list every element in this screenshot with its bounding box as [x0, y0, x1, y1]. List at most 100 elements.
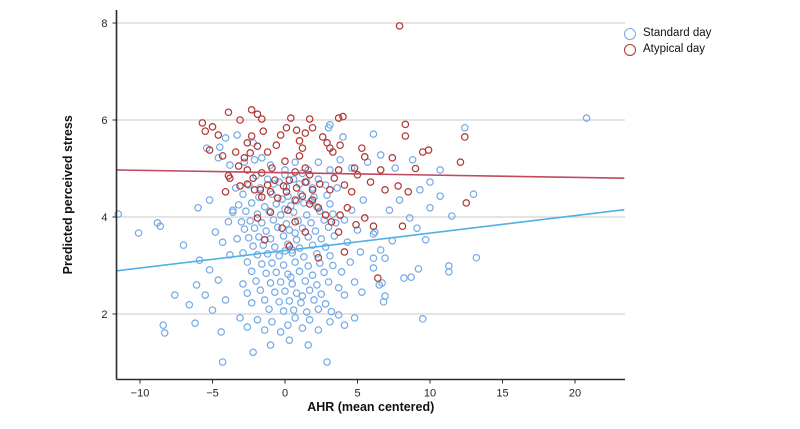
scatter-point-atypical[interactable]	[263, 181, 272, 189]
scatter-point-atypical[interactable]	[334, 114, 343, 122]
scatter-point-standard[interactable]	[313, 281, 321, 289]
scatter-point-standard[interactable]	[276, 211, 285, 219]
scatter-point-atypical[interactable]	[315, 180, 324, 188]
legend-item-atypical-day[interactable]: Atypical day	[624, 42, 711, 57]
scatter-point-atypical[interactable]	[373, 274, 382, 282]
scatter-point-atypical[interactable]	[295, 137, 304, 145]
scatter-point-standard[interactable]	[339, 133, 347, 141]
scatter-point-standard[interactable]	[284, 321, 292, 329]
scatter-point-standard[interactable]	[247, 267, 256, 276]
scatter-point-standard[interactable]	[310, 296, 318, 304]
scatter-point-standard[interactable]	[298, 324, 307, 332]
scatter-point-standard[interactable]	[246, 217, 255, 225]
scatter-point-standard[interactable]	[300, 252, 308, 261]
scatter-point-standard[interactable]	[272, 268, 281, 277]
scatter-point-standard[interactable]	[369, 254, 378, 263]
scatter-point-standard[interactable]	[275, 178, 284, 186]
scatter-point-standard[interactable]	[317, 290, 326, 298]
scatter-point-standard[interactable]	[292, 289, 301, 297]
scatter-point-atypical[interactable]	[260, 235, 269, 244]
scatter-point-standard[interactable]	[445, 268, 453, 276]
scatter-point-atypical[interactable]	[298, 144, 307, 152]
scatter-point-atypical[interactable]	[308, 186, 317, 194]
scatter-point-standard[interactable]	[278, 195, 286, 203]
scatter-point-standard[interactable]	[295, 267, 304, 276]
scatter-point-standard[interactable]	[314, 305, 323, 313]
scatter-point-standard[interactable]	[321, 300, 330, 308]
scatter-point-atypical[interactable]	[278, 224, 286, 232]
scatter-point-standard[interactable]	[114, 210, 123, 218]
scatter-point-standard[interactable]	[416, 186, 424, 194]
scatter-point-standard[interactable]	[314, 326, 323, 334]
scatter-point-standard[interactable]	[346, 258, 355, 266]
scatter-point-standard[interactable]	[326, 252, 334, 260]
scatter-point-standard[interactable]	[273, 223, 282, 231]
scatter-point-standard[interactable]	[358, 288, 366, 296]
scatter-point-standard[interactable]	[159, 321, 168, 329]
scatter-point-standard[interactable]	[247, 299, 256, 307]
scatter-point-atypical[interactable]	[246, 149, 255, 157]
scatter-point-standard[interactable]	[297, 190, 305, 199]
scatter-point-atypical[interactable]	[263, 148, 272, 156]
scatter-point-standard[interactable]	[289, 175, 298, 183]
scatter-point-standard[interactable]	[337, 268, 346, 276]
scatter-point-atypical[interactable]	[272, 141, 281, 150]
scatter-point-standard[interactable]	[304, 262, 313, 270]
scatter-point-standard[interactable]	[286, 273, 295, 281]
scatter-point-standard[interactable]	[279, 261, 288, 269]
scatter-point-atypical[interactable]	[253, 110, 262, 118]
scatter-point-atypical[interactable]	[214, 131, 223, 139]
scatter-point-standard[interactable]	[426, 178, 434, 186]
scatter-point-atypical[interactable]	[376, 166, 385, 174]
scatter-point-atypical[interactable]	[388, 154, 397, 162]
scatter-point-standard[interactable]	[333, 184, 342, 192]
scatter-point-standard[interactable]	[307, 219, 315, 227]
scatter-point-standard[interactable]	[240, 225, 249, 233]
scatter-point-standard[interactable]	[285, 297, 294, 305]
scatter-point-standard[interactable]	[291, 158, 299, 166]
scatter-point-standard[interactable]	[231, 184, 240, 192]
scatter-point-standard[interactable]	[244, 234, 253, 242]
scatter-point-standard[interactable]	[336, 155, 344, 164]
scatter-point-standard[interactable]	[320, 216, 328, 224]
scatter-point-atypical[interactable]	[334, 228, 343, 236]
scatter-point-atypical[interactable]	[401, 132, 410, 140]
scatter-point-standard[interactable]	[226, 251, 234, 259]
scatter-point-atypical[interactable]	[201, 127, 210, 135]
scatter-point-standard[interactable]	[297, 299, 305, 307]
scatter-point-atypical[interactable]	[308, 123, 317, 132]
scatter-point-standard[interactable]	[243, 323, 252, 331]
scatter-point-standard[interactable]	[330, 232, 339, 240]
scatter-point-atypical[interactable]	[336, 141, 344, 150]
scatter-point-atypical[interactable]	[411, 164, 420, 173]
scatter-point-atypical[interactable]	[259, 127, 268, 135]
scatter-point-standard[interactable]	[414, 265, 423, 273]
scatter-point-standard[interactable]	[276, 328, 285, 336]
scatter-point-atypical[interactable]	[330, 174, 339, 183]
scatter-point-standard[interactable]	[179, 241, 188, 249]
scatter-point-standard[interactable]	[340, 291, 349, 299]
scatter-point-standard[interactable]	[369, 130, 378, 138]
scatter-point-atypical[interactable]	[301, 164, 310, 172]
scatter-point-standard[interactable]	[269, 216, 278, 224]
scatter-point-standard[interactable]	[326, 121, 334, 129]
scatter-point-standard[interactable]	[275, 298, 284, 306]
scatter-point-standard[interactable]	[340, 321, 349, 329]
scatter-point-standard[interactable]	[247, 199, 256, 207]
scatter-point-standard[interactable]	[291, 258, 299, 266]
scatter-point-atypical[interactable]	[358, 144, 366, 152]
scatter-point-atypical[interactable]	[301, 129, 310, 137]
scatter-point-standard[interactable]	[326, 200, 334, 208]
scatter-point-atypical[interactable]	[243, 138, 252, 147]
scatter-point-atypical[interactable]	[224, 108, 233, 117]
scatter-point-atypical[interactable]	[198, 119, 207, 127]
scatter-point-atypical[interactable]	[460, 133, 469, 141]
scatter-point-atypical[interactable]	[334, 166, 343, 174]
scatter-point-standard[interactable]	[249, 348, 257, 357]
scatter-point-standard[interactable]	[285, 226, 294, 234]
scatter-point-standard[interactable]	[243, 258, 252, 266]
scatter-point-atypical[interactable]	[266, 187, 275, 196]
scatter-point-standard[interactable]	[218, 238, 227, 247]
scatter-point-atypical[interactable]	[205, 146, 214, 154]
scatter-point-atypical[interactable]	[268, 164, 276, 172]
